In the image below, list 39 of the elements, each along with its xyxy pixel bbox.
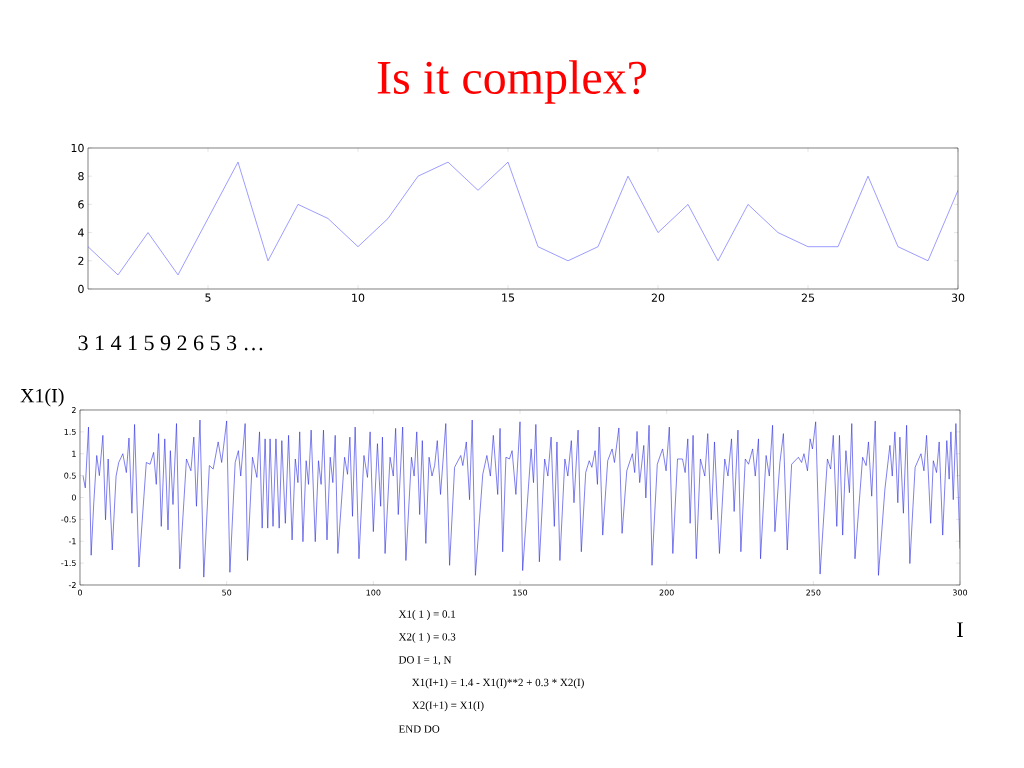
y-tick-label: 4	[78, 228, 84, 237]
y-tick-label: 0	[78, 284, 84, 294]
y-tick-label: 10	[71, 143, 84, 153]
x-tick-label: 25	[801, 293, 815, 302]
text: DO I = 1, N	[398, 656, 452, 666]
x-tick-label: 250	[806, 589, 821, 596]
text: X2(I+1) = X1(I)	[412, 701, 484, 712]
text: X1( 1 ) = 0.1	[398, 610, 456, 620]
y-tick-label: -2	[68, 582, 76, 588]
x-tick-label: 5	[205, 293, 211, 302]
chart-title: Is it complex?	[377, 60, 647, 104]
x-axis-title: I	[957, 622, 963, 637]
y-tick-label: 1.5	[64, 428, 76, 435]
x-tick-label: 15	[502, 293, 515, 302]
y-axis-title: X1(I)	[20, 388, 64, 407]
y-tick-label: 0	[71, 494, 76, 501]
text: END DO	[398, 725, 440, 733]
y-tick-label: -0.5	[61, 516, 76, 523]
y-tick-label: 8	[78, 172, 84, 181]
y-tick-label: -1	[68, 538, 76, 545]
y-tick-label: 0.5	[64, 472, 76, 479]
x-tick-label: 150	[513, 589, 528, 596]
line-series	[88, 161, 959, 276]
y-tick-label: 1	[72, 450, 76, 457]
x-tick-label: 50	[222, 589, 232, 596]
line-series	[82, 419, 961, 578]
text: 3 1 4 1 5 9 2 6 5 3 …	[78, 335, 263, 351]
text: X1(I+1) = 1.4 - X1(I)**2 + 0.3 * X2(I)	[412, 678, 584, 689]
x-tick-label: 200	[659, 589, 674, 596]
y-tick-label: 6	[78, 200, 84, 209]
x-tick-label: 10	[352, 293, 365, 302]
x-tick-label: 30	[951, 293, 965, 302]
text: X2( 1 ) = 0.3	[398, 632, 456, 643]
y-tick-label: -1.5	[61, 560, 76, 567]
y-tick-label: 2	[71, 407, 76, 413]
x-tick-label: 20	[651, 293, 665, 302]
y-tick-label: 2	[78, 256, 84, 265]
x-tick-label: 300	[952, 589, 968, 596]
x-tick-label: 100	[366, 589, 381, 596]
